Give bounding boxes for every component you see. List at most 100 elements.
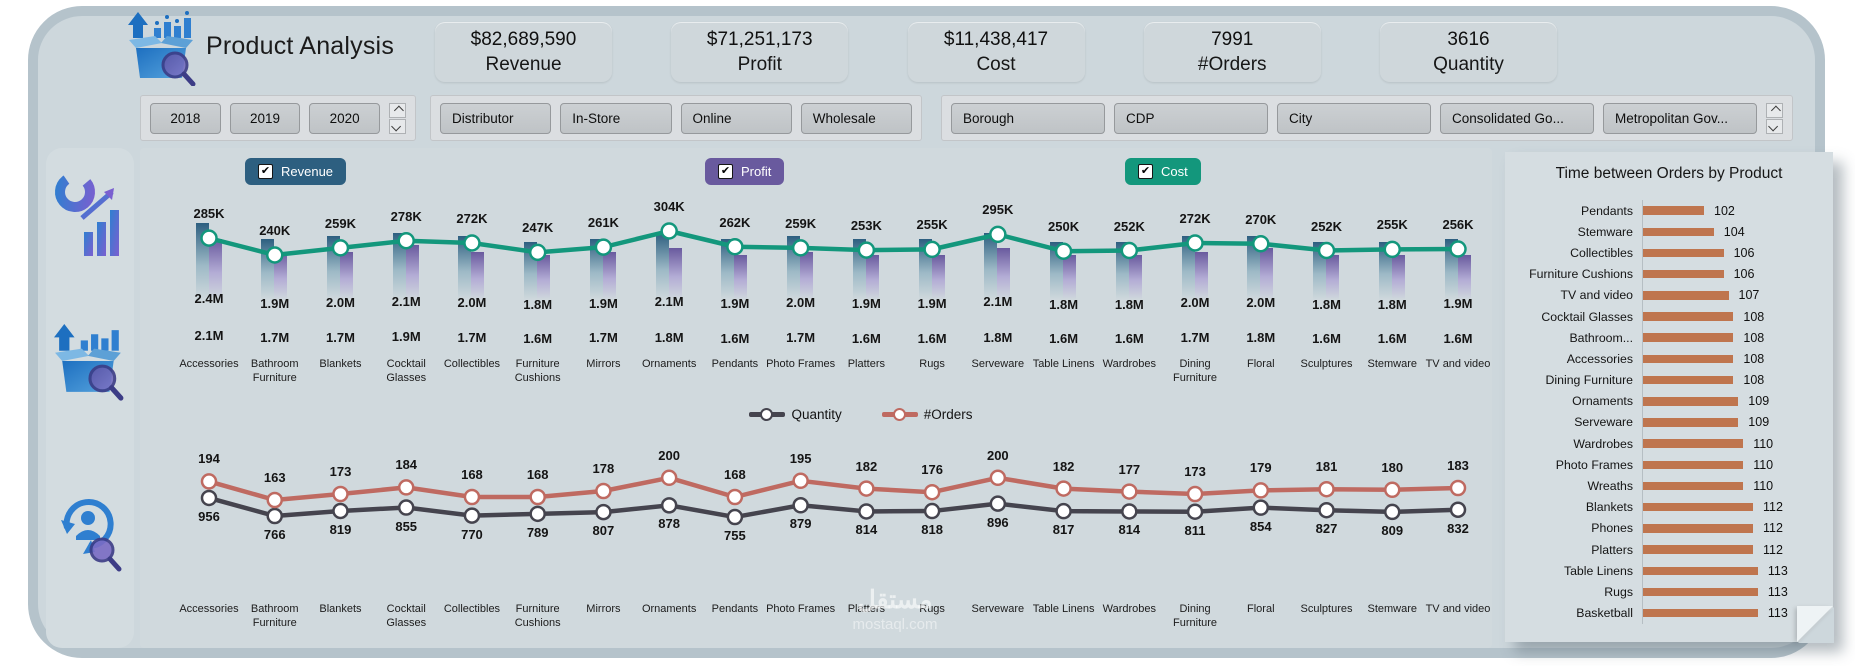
profit-bar[interactable]: [1128, 254, 1142, 300]
city-button-consolidated-go[interactable]: Consolidated Go...: [1440, 102, 1594, 134]
revenue-bar[interactable]: [984, 232, 998, 300]
quantity-point[interactable]: [923, 502, 941, 520]
time-bar[interactable]: [1643, 333, 1734, 342]
orders-point[interactable]: [266, 491, 283, 509]
orders-point[interactable]: [792, 472, 809, 490]
quantity-point[interactable]: [332, 502, 349, 520]
orders-point[interactable]: [200, 473, 218, 490]
time-bar[interactable]: [1643, 397, 1739, 406]
revenue-bar[interactable]: [787, 236, 801, 300]
city-button-borough[interactable]: Borough: [951, 102, 1105, 134]
revenue-bar[interactable]: [1313, 242, 1327, 300]
time-bar[interactable]: [1643, 206, 1704, 215]
quantity-point[interactable]: [1252, 499, 1270, 516]
orders-point[interactable]: [1384, 481, 1401, 499]
quantity-point[interactable]: [660, 497, 678, 514]
orders-point[interactable]: [858, 480, 875, 497]
year-button-2018[interactable]: 2018: [150, 102, 221, 134]
series-toggle-profit[interactable]: ✔ Profit: [705, 158, 785, 185]
orders-point[interactable]: [1252, 482, 1270, 499]
city-button-city[interactable]: City: [1277, 102, 1431, 134]
revenue-bar[interactable]: [195, 223, 209, 300]
profit-bar[interactable]: [931, 254, 945, 300]
quantity-point[interactable]: [726, 508, 744, 526]
sidebar-item-customer-analysis[interactable]: [55, 488, 125, 581]
sidebar-item-product-analysis[interactable]: [54, 320, 126, 407]
time-bar[interactable]: [1643, 587, 1758, 597]
quantity-point[interactable]: [792, 497, 809, 514]
checkbox-profit[interactable]: ✔: [718, 164, 733, 179]
orders-point[interactable]: [397, 479, 415, 496]
orders-point[interactable]: [595, 482, 612, 500]
revenue-bar[interactable]: [326, 236, 340, 300]
time-bar[interactable]: [1643, 418, 1739, 427]
profit-bar[interactable]: [997, 248, 1011, 300]
channel-button-distributor[interactable]: Distributor: [440, 102, 552, 134]
checkbox-revenue[interactable]: ✔: [258, 164, 273, 179]
revenue-bar[interactable]: [1378, 242, 1392, 300]
scroll-down-button[interactable]: [389, 118, 406, 134]
profit-bar[interactable]: [668, 248, 682, 300]
quantity-point[interactable]: [397, 499, 415, 516]
series-toggle-cost[interactable]: ✔ Cost: [1125, 158, 1201, 185]
scroll-down-button[interactable]: [1766, 118, 1783, 134]
time-bar[interactable]: [1643, 481, 1744, 491]
quantity-point[interactable]: [1055, 502, 1072, 520]
profit-bar[interactable]: [800, 251, 814, 300]
time-bar[interactable]: [1643, 291, 1729, 300]
orders-point[interactable]: [332, 485, 349, 503]
profit-bar[interactable]: [1260, 248, 1274, 300]
revenue-bar[interactable]: [721, 239, 735, 300]
quantity-point[interactable]: [1121, 503, 1138, 520]
orders-point[interactable]: [1121, 483, 1138, 500]
orders-point[interactable]: [923, 483, 941, 501]
time-bar[interactable]: [1643, 502, 1753, 512]
time-bar[interactable]: [1643, 354, 1734, 364]
time-bar[interactable]: [1643, 608, 1758, 618]
orders-point[interactable]: [463, 488, 481, 506]
quantity-point[interactable]: [266, 507, 283, 525]
profit-bar[interactable]: [471, 251, 485, 300]
revenue-bar[interactable]: [589, 239, 603, 300]
sidebar-item-overview[interactable]: [54, 166, 126, 267]
orders-point[interactable]: [726, 488, 744, 506]
quantity-point[interactable]: [1384, 503, 1401, 521]
profit-bar[interactable]: [274, 251, 288, 300]
quantity-point[interactable]: [1449, 501, 1467, 518]
year-button-2020[interactable]: 2020: [309, 102, 381, 134]
orders-point[interactable]: [1449, 479, 1467, 497]
quantity-point[interactable]: [595, 503, 612, 521]
profit-bar[interactable]: [1326, 254, 1340, 300]
profit-bar[interactable]: [602, 251, 616, 300]
revenue-bar[interactable]: [524, 242, 538, 300]
orders-point[interactable]: [1055, 480, 1072, 497]
profit-bar[interactable]: [339, 251, 353, 300]
profit-bar[interactable]: [1457, 254, 1471, 300]
quantity-point[interactable]: [463, 507, 481, 524]
quantity-point[interactable]: [1318, 501, 1335, 519]
orders-point[interactable]: [1186, 485, 1204, 503]
revenue-bar[interactable]: [852, 239, 866, 300]
profit-bar[interactable]: [537, 254, 551, 300]
series-toggle-revenue[interactable]: ✔ Revenue: [245, 158, 347, 185]
city-button-metropolitan-gov[interactable]: Metropolitan Gov...: [1603, 102, 1757, 134]
orders-point[interactable]: [660, 469, 678, 487]
time-bar[interactable]: [1643, 269, 1724, 279]
revenue-bar[interactable]: [918, 239, 932, 300]
quantity-point[interactable]: [529, 505, 546, 523]
quantity-point[interactable]: [1186, 503, 1204, 520]
orders-point[interactable]: [529, 488, 546, 506]
channel-button-online[interactable]: Online: [680, 102, 792, 134]
quantity-point[interactable]: [200, 489, 218, 507]
time-bar[interactable]: [1643, 460, 1744, 470]
time-bar[interactable]: [1643, 439, 1744, 448]
revenue-bar[interactable]: [1444, 239, 1458, 300]
profit-bar[interactable]: [405, 245, 419, 300]
profit-bar[interactable]: [734, 254, 748, 300]
revenue-bar[interactable]: [392, 232, 406, 300]
orders-point[interactable]: [989, 469, 1007, 487]
revenue-bar[interactable]: [261, 239, 275, 300]
city-button-cdp[interactable]: CDP: [1114, 102, 1268, 134]
time-bar[interactable]: [1643, 375, 1734, 385]
quantity-point[interactable]: [858, 503, 875, 520]
